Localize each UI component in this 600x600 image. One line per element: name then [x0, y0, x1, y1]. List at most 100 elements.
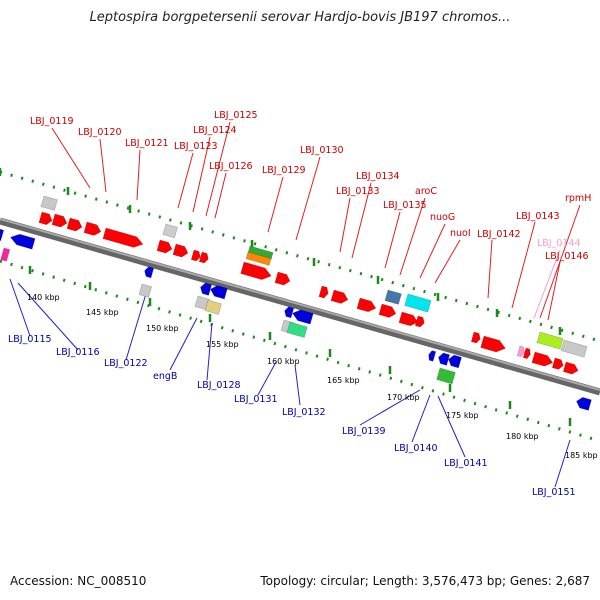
gene-label[interactable]: LBJ_0140 — [394, 443, 438, 454]
scale-label: 160 kbp — [267, 357, 300, 366]
gene-feature — [138, 283, 152, 298]
gene-feature — [198, 251, 209, 264]
gene-feature — [378, 303, 397, 318]
callout-line — [411, 394, 431, 443]
scale-label: 170 kbp — [387, 393, 420, 402]
gene-label[interactable]: LBJ_0122 — [104, 358, 148, 369]
scale-label: 150 kbp — [146, 324, 179, 333]
gene-arrow — [51, 213, 68, 228]
callout-line — [206, 322, 213, 381]
gene-label[interactable]: LBJ_0133 — [336, 186, 380, 197]
reverse-gene-labels: LBJ_0115 LBJ_0116 LBJ_0122 engB LBJ_0128… — [8, 334, 576, 498]
gene-label[interactable]: LBJ_0132 — [282, 407, 326, 418]
gene-feature — [356, 297, 377, 313]
gene-feature — [516, 345, 525, 358]
gene-arrow — [536, 331, 564, 350]
scale-label: 165 kbp — [327, 376, 360, 385]
gene-label[interactable]: LBJ_0134 — [356, 171, 400, 182]
gene-arrow — [531, 351, 554, 367]
callout-line — [339, 197, 351, 253]
gene-feature — [38, 211, 53, 226]
gene-label[interactable]: LBJ_0129 — [262, 165, 306, 176]
gene-label[interactable]: nuoG — [430, 212, 455, 223]
gene-label[interactable]: LBJ_0115 — [8, 334, 52, 345]
gene-arrow — [9, 233, 36, 250]
callout-line — [351, 182, 372, 259]
upper-major-ticks — [0, 168, 562, 335]
gene-label[interactable]: LBJ_0120 — [78, 127, 122, 138]
gene-arrow — [156, 239, 173, 254]
gene-feature — [551, 357, 564, 370]
gene-arrow — [286, 321, 308, 338]
gene-label[interactable]: LBJ_0116 — [56, 347, 100, 358]
callout-line — [434, 239, 461, 284]
callout-line — [437, 395, 466, 458]
gene-label[interactable]: LBJ_0135 — [383, 200, 427, 211]
label-callout-lines — [9, 121, 581, 488]
gene-feature — [144, 266, 155, 279]
scale-label: 185 kbp — [565, 451, 598, 460]
gene-arrow — [172, 243, 189, 258]
gene-label[interactable]: LBJ_0126 — [209, 161, 253, 172]
gene-label[interactable]: engB — [153, 371, 177, 382]
callout-line — [17, 282, 79, 351]
gene-feature — [438, 352, 450, 366]
gene-label[interactable]: LBJ_0121 — [125, 138, 169, 149]
gene-feature — [0, 247, 11, 262]
gene-label[interactable]: aroC — [415, 186, 437, 197]
gene-feature — [480, 335, 506, 353]
gene-arrow — [480, 335, 506, 353]
callout-line — [51, 127, 91, 189]
gene-label[interactable]: LBJ_0124 — [193, 125, 237, 136]
gene-arrow — [436, 367, 456, 385]
callout-line — [125, 286, 149, 361]
callout-line — [533, 249, 561, 319]
gene-label[interactable]: LBJ_0143 — [516, 211, 560, 222]
gene-label[interactable]: rpmH — [565, 193, 591, 204]
gene-arrow — [210, 285, 228, 300]
gene-feature — [414, 315, 425, 328]
gene-feature — [245, 251, 272, 266]
gene-label[interactable]: nuoI — [450, 228, 471, 239]
gene-arrow — [190, 249, 201, 262]
gene-arrow — [0, 247, 11, 262]
gene-label[interactable]: LBJ_0131 — [234, 394, 278, 405]
gene-label[interactable]: LBJ_0151 — [532, 487, 576, 498]
scale-labels: 140 kbp 145 kbp 150 kbp 155 kbp 160 kbp … — [27, 293, 598, 460]
callout-line — [399, 197, 426, 276]
callout-line — [295, 156, 321, 241]
gene-label[interactable]: LBJ_0130 — [300, 145, 344, 156]
gene-feature — [330, 289, 349, 304]
callout-line — [99, 138, 107, 193]
gene-label[interactable]: LBJ_0146 — [545, 251, 589, 262]
gene-feature — [0, 228, 5, 242]
gene-feature — [428, 350, 437, 362]
gene-label[interactable]: LBJ_0139 — [342, 426, 386, 437]
callout-line — [554, 439, 571, 488]
gene-arrow — [66, 217, 83, 232]
callout-line — [9, 278, 31, 337]
gene-arrow — [522, 347, 531, 360]
callout-line — [419, 223, 446, 279]
gene-label[interactable]: LBJ_0144 — [537, 238, 581, 249]
gene-label[interactable]: LBJ_0125 — [214, 110, 258, 121]
gene-arrow — [198, 251, 209, 264]
callout-line — [136, 149, 141, 201]
gene-label[interactable]: LBJ_0123 — [174, 141, 218, 152]
accession-text: Accession: NC_008510 — [10, 574, 147, 588]
callout-line — [257, 361, 277, 396]
scale-label: 145 kbp — [86, 308, 119, 317]
gene-feature — [40, 195, 58, 211]
gene-feature — [162, 223, 178, 239]
callout-line — [547, 261, 561, 321]
gene-label[interactable]: LBJ_0141 — [444, 458, 488, 469]
callout-line — [169, 317, 198, 371]
gene-feature — [531, 351, 554, 367]
gene-label[interactable]: LBJ_0142 — [477, 229, 521, 240]
gene-label[interactable]: LBJ_0128 — [197, 380, 241, 391]
gene-arrow — [245, 251, 272, 266]
gene-arrow — [292, 309, 314, 325]
gene-label[interactable]: LBJ_0119 — [30, 116, 74, 127]
gene-arrow — [378, 303, 397, 318]
gene-feature — [398, 311, 419, 327]
